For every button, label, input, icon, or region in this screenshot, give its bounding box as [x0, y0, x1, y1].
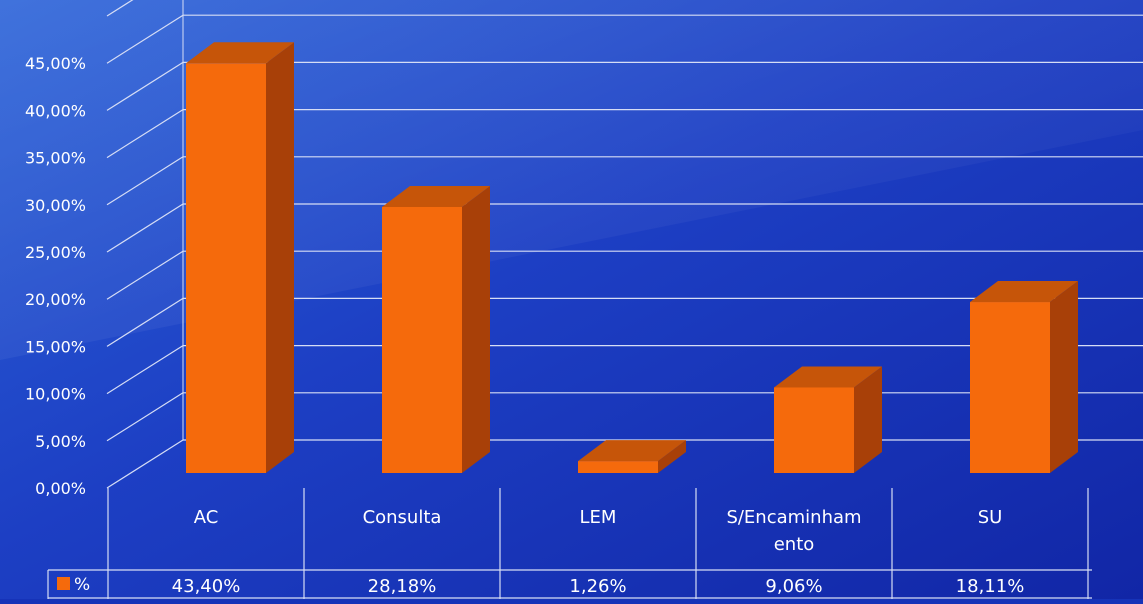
bar-front [578, 461, 658, 473]
gridline-side [106, 250, 184, 300]
gridline-side [106, 203, 184, 253]
data-value-label: 43,40% [172, 576, 241, 597]
category-label: Consulta [363, 507, 442, 528]
bar-side [462, 185, 490, 473]
category-label: LEM [580, 507, 617, 528]
data-value-label: 9,06% [765, 576, 822, 597]
bar-front [186, 63, 266, 473]
y-tick-label: 15,00% [25, 337, 86, 356]
gridline-side [106, 392, 184, 442]
y-tick-label: 25,00% [25, 243, 86, 262]
gridline-side [106, 0, 134, 17]
bar-top [578, 440, 686, 462]
y-axis-tick-labels: 0,00% 5,00% 10,00% 15,00% 20,00% 25,00% 30,00%… [25, 54, 86, 498]
y-tick-label: 5,00% [35, 432, 86, 451]
gridline-side [106, 156, 184, 206]
gridline-side [106, 109, 184, 159]
y-tick-label: 45,00% [25, 54, 86, 73]
bar-side [1050, 281, 1078, 473]
bars [186, 42, 1078, 473]
bar [578, 440, 686, 473]
category-label: SU [978, 507, 1003, 528]
bar-front [970, 302, 1050, 473]
bar-side [266, 42, 294, 473]
gridline-side [106, 61, 184, 111]
bar-side [658, 440, 686, 473]
gridline-side [106, 345, 184, 395]
bar-top [186, 42, 294, 64]
gridline-side [106, 297, 184, 347]
y-tick-label: 10,00% [25, 385, 86, 404]
gridline-side [106, 439, 184, 489]
data-table: AC Consulta LEM S/Encaminham ento SU% 43,40% 28… [47, 488, 1092, 599]
category-label: ento [774, 534, 815, 555]
bar [382, 185, 490, 473]
category-label: AC [194, 507, 219, 528]
bar [970, 281, 1078, 473]
y-tick-label: 40,00% [25, 101, 86, 120]
category-label: S/Encaminham [726, 507, 861, 528]
y-tick-label: 35,00% [25, 149, 86, 168]
data-value-label: 1,26% [569, 576, 626, 597]
bar-side [854, 366, 882, 473]
data-value-label: 28,18% [368, 576, 437, 597]
bar [186, 42, 294, 473]
bar-front [382, 206, 462, 473]
legend-series-name: % [74, 575, 90, 595]
bar-top [382, 185, 490, 207]
y-tick-label: 30,00% [25, 196, 86, 215]
bar-top [774, 366, 882, 388]
legend-swatch [57, 577, 70, 590]
y-tick-label: 0,00% [35, 479, 86, 498]
bar-front [774, 387, 854, 473]
bar-top [970, 281, 1078, 303]
bar [774, 366, 882, 473]
gridline-side [106, 14, 184, 64]
data-value-label: 18,11% [956, 576, 1025, 597]
y-tick-label: 20,00% [25, 290, 86, 309]
